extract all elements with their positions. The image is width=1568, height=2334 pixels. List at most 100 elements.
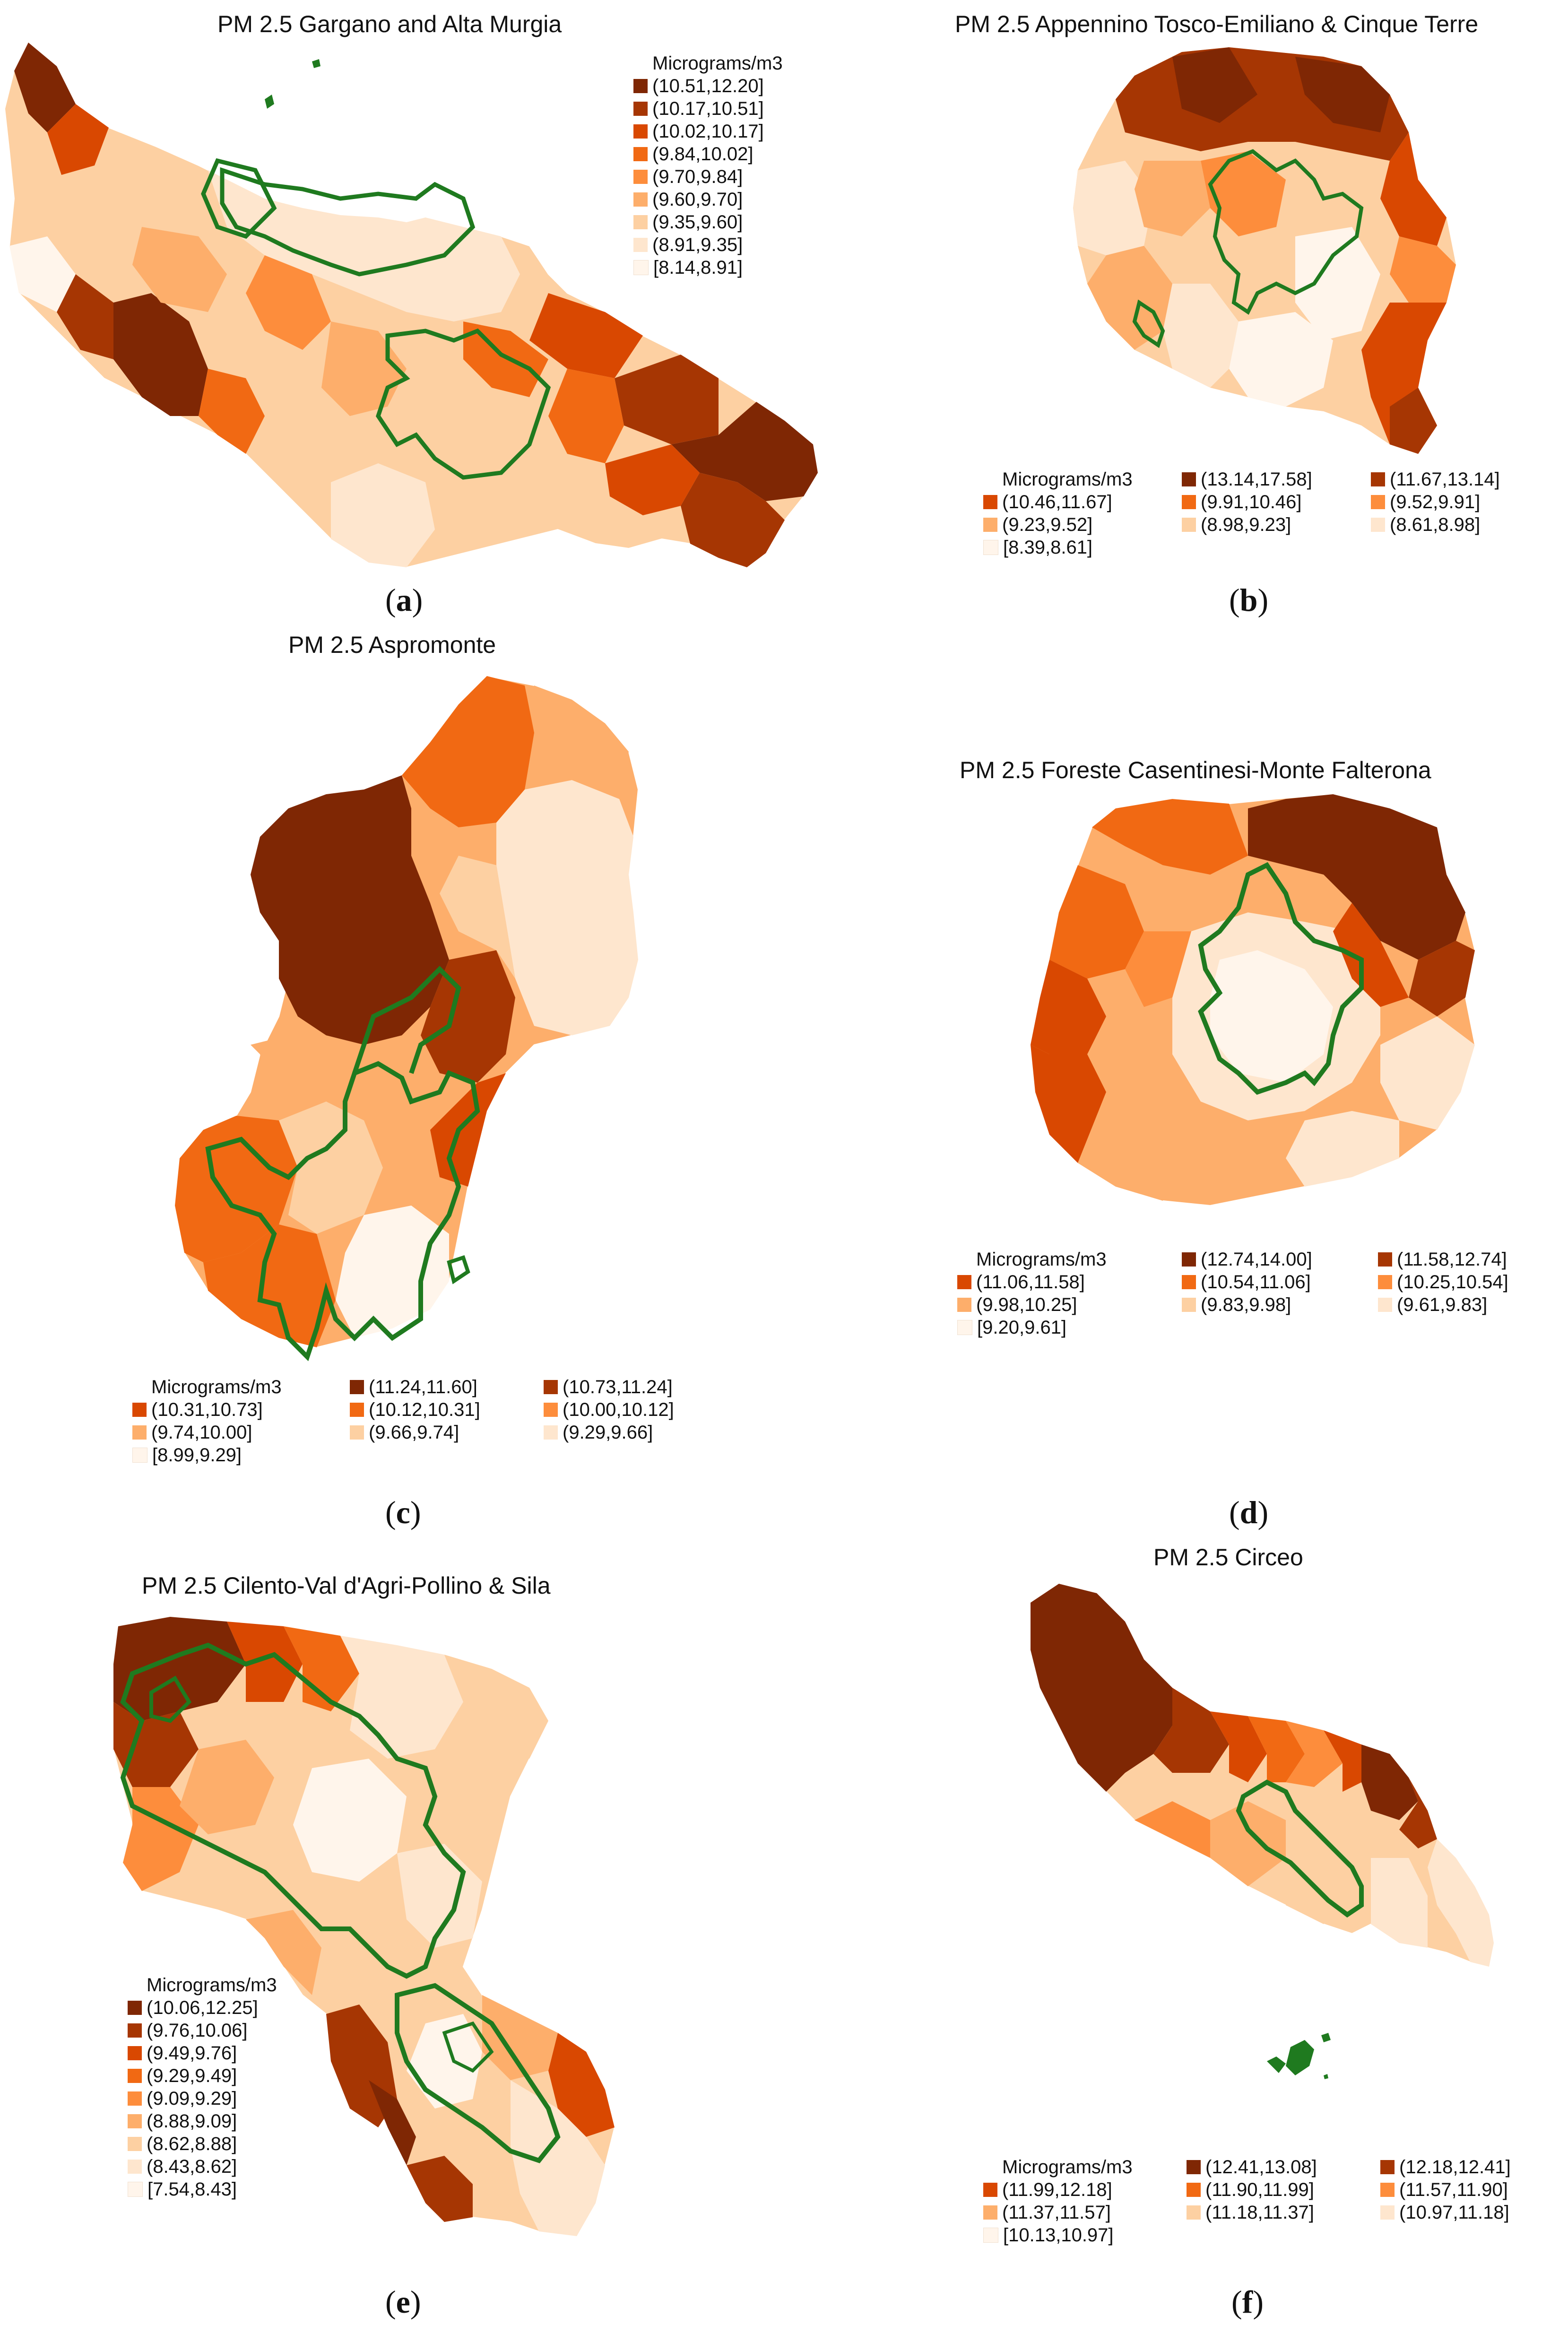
legend-label: (9.52,9.91] <box>1390 492 1481 512</box>
caption-d: (d) <box>1229 1494 1269 1530</box>
legend-item: (8.98,9.23] <box>1182 513 1312 536</box>
legend-item: (9.83,9.98] <box>1182 1293 1312 1316</box>
caption-letter: b <box>1239 582 1258 618</box>
legend-swatch <box>1182 1298 1196 1312</box>
caption-letter: d <box>1239 1494 1258 1530</box>
legend-item: (9.74,10.00] <box>132 1421 282 1444</box>
legend-swatch <box>1182 1275 1196 1289</box>
legend-label: (9.09,9.29] <box>147 2088 237 2109</box>
legend-label: [8.99,9.29] <box>152 1445 242 1466</box>
legend-swatch <box>633 124 648 139</box>
legend-item: (10.02,10.17] <box>633 120 764 143</box>
legend-label: (10.12,10.31] <box>369 1399 480 1420</box>
legend-item: (9.35,9.60] <box>633 211 764 234</box>
legend-swatch <box>1187 2183 1201 2197</box>
legend-c: Micrograms/m3 (10.31,10.73] (9.74,10.00]… <box>132 1376 282 1466</box>
legend-swatch <box>1371 472 1385 486</box>
legend-swatch <box>633 170 648 184</box>
legend-label: [8.14,8.91] <box>653 257 743 278</box>
legend-label: (12.74,14.00] <box>1201 1249 1312 1270</box>
legend-label: (10.46,11.67] <box>1002 492 1112 512</box>
legend-swatch <box>957 1298 971 1312</box>
legend-label: (11.90,11.99] <box>1205 2179 1314 2200</box>
legend-swatch <box>132 1448 147 1463</box>
legend-swatch <box>983 2228 998 2243</box>
legend-label: (9.74,10.00] <box>151 1422 252 1443</box>
legend-d: Micrograms/m3 (11.06,11.58] (9.98,10.25]… <box>957 1248 1107 1339</box>
panel-title: PM 2.5 Aspromonte <box>288 632 496 658</box>
legend-b: Micrograms/m3 <box>983 468 1133 491</box>
legend-label: (9.49,9.76] <box>147 2043 237 2064</box>
legend-item: (10.12,10.31] <box>350 1398 480 1421</box>
legend-swatch <box>983 2205 997 2220</box>
legend-label: (8.91,9.35] <box>652 234 743 255</box>
legend-item: (8.43,8.62] <box>128 2155 277 2178</box>
legend-item: (10.46,11.67] <box>983 491 1182 513</box>
legend-f: Micrograms/m3 (11.99,12.18] (11.37,11.57… <box>983 2156 1133 2247</box>
legend-item: (9.91,10.46] <box>1182 491 1312 513</box>
legend-item: [8.39,8.61] <box>983 536 1182 559</box>
map-aspromonte <box>174 675 639 1362</box>
legend-swatch <box>983 540 998 555</box>
legend-swatch <box>544 1380 558 1394</box>
panel-title: PM 2.5 Appennino Tosco-Emiliano & Cinque… <box>955 11 1479 37</box>
legend-items: (10.51,12.20] (10.17,10.51] (10.02,10.17… <box>633 75 764 279</box>
legend-label: (8.61,8.98] <box>1390 514 1481 535</box>
legend-item: (9.29,9.49] <box>128 2065 277 2087</box>
legend-f-col3: (12.18,12.41] (11.57,11.90] (10.97,11.18… <box>1380 2156 1511 2224</box>
caption-f: (f) <box>1231 2284 1264 2320</box>
legend-swatch <box>957 1275 971 1289</box>
map-foreste-casentinesi <box>1030 793 1476 1206</box>
legend-swatch <box>1380 2183 1395 2197</box>
map-gargano-alta-murgia <box>4 42 819 568</box>
legend-label: (9.98,10.25] <box>976 1294 1077 1315</box>
legend-item: [8.99,9.29] <box>132 1444 282 1466</box>
legend-d-col3: (11.58,12.74] (10.25,10.54] (9.61,9.83] <box>1378 1248 1508 1316</box>
legend-label: (8.88,9.09] <box>147 2111 237 2132</box>
legend-item: (11.67,13.14] <box>1371 468 1500 491</box>
legend-swatch <box>128 2023 142 2038</box>
legend-a: Micrograms/m3 (10.51,12.20] (10.17,10.51… <box>633 52 783 278</box>
legend-swatch <box>983 495 997 509</box>
legend-c-col3: (10.73,11.24] (10.00,10.12] (9.29,9.66] <box>544 1376 674 1444</box>
legend-swatch <box>1380 2160 1395 2174</box>
legend-label: (10.31,10.73] <box>151 1399 263 1420</box>
legend-item: (11.57,11.90] <box>1380 2178 1511 2201</box>
legend-swatch <box>1371 518 1385 532</box>
legend-label: (9.83,9.98] <box>1201 1294 1291 1315</box>
legend-swatch <box>1378 1252 1392 1267</box>
legend-title: Micrograms/m3 <box>147 1975 277 1996</box>
legend-item: (9.29,9.66] <box>544 1421 674 1444</box>
legend-item: (11.06,11.58] <box>957 1271 1107 1293</box>
legend-item: (9.49,9.76] <box>128 2042 277 2065</box>
legend-item: (10.31,10.73] <box>132 1398 282 1421</box>
legend-item: (9.09,9.29] <box>128 2087 277 2110</box>
legend-swatch <box>633 192 648 207</box>
legend-swatch <box>633 215 648 229</box>
legend-swatch <box>350 1380 364 1394</box>
legend-label: (10.97,11.18] <box>1399 2202 1509 2223</box>
legend-item: (10.54,11.06] <box>1182 1271 1312 1293</box>
caption-letter: a <box>396 582 412 618</box>
legend-d-col2: (12.74,14.00] (10.54,11.06] (9.83,9.98] <box>1182 1248 1312 1316</box>
legend-swatch <box>544 1403 558 1417</box>
legend-label: (8.62,8.88] <box>147 2134 237 2154</box>
legend-item: (11.24,11.60] <box>350 1376 480 1398</box>
legend-label: (9.91,10.46] <box>1201 492 1302 512</box>
legend-label: (11.99,12.18] <box>1002 2179 1112 2200</box>
legend-swatch <box>633 147 648 161</box>
legend-label: (9.76,10.06] <box>147 2020 248 2041</box>
legend-item: (9.76,10.06] <box>128 2019 277 2042</box>
legend-swatch <box>1187 2160 1201 2174</box>
legend-swatch <box>128 2046 142 2060</box>
legend-label: (9.23,9.52] <box>1002 514 1093 535</box>
legend-title: Micrograms/m3 <box>976 1249 1107 1270</box>
legend-label: (10.00,10.12] <box>563 1399 674 1420</box>
caption-letter: e <box>396 2284 410 2320</box>
legend-swatch <box>350 1403 364 1417</box>
caption-letter: c <box>396 1494 410 1530</box>
legend-swatch <box>350 1425 364 1440</box>
legend-label: [10.13,10.97] <box>1003 2225 1114 2246</box>
legend-b-items-col2: (13.14,17.58] (9.91,10.46] (8.98,9.23] <box>1182 468 1312 536</box>
legend-item: (9.61,9.83] <box>1378 1293 1508 1316</box>
